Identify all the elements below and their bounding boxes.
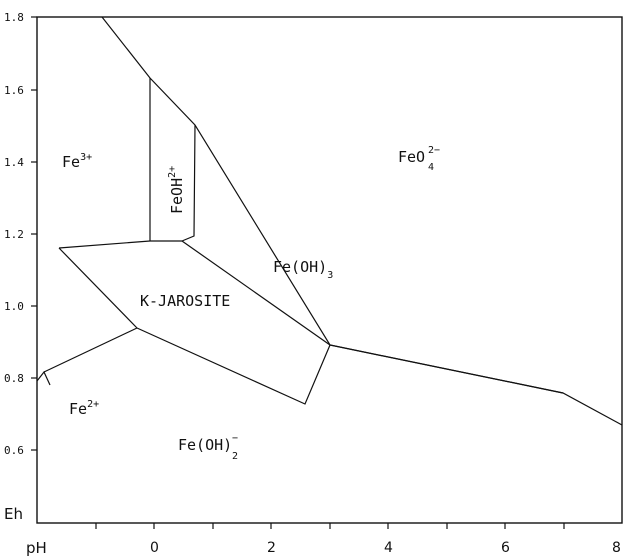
fe2-jarosite-boundary <box>43 327 138 373</box>
jarosite-feoh3-boundary <box>181 240 331 346</box>
x-axis-name: pH <box>26 539 47 557</box>
feo4-upper-boundary <box>101 16 623 426</box>
y-tick-label: 0.8 <box>4 372 24 385</box>
k-jarosite-label: K-JAROSITE <box>140 292 230 310</box>
x-tick-label: 0 <box>150 540 159 556</box>
fe2-label: Fe2+ <box>69 399 99 418</box>
x-axis-tick-labels: 0 2 4 6 8 <box>150 540 621 556</box>
feoh3-feoh2minus-boundary <box>329 344 564 394</box>
feoh2-minus-label: Fe(OH)− 2 <box>178 433 238 462</box>
x-tick-label: 4 <box>384 540 393 556</box>
phase-boundaries <box>36 16 623 426</box>
y-axis-tick-labels: 1.8 1.6 1.4 1.2 1.0 0.8 0.6 <box>4 11 24 457</box>
x-axis-ticks <box>95 523 565 529</box>
y-tick-label: 1.0 <box>4 300 24 313</box>
feo4-label: FeO 2− 4 <box>398 145 440 173</box>
y-axis-name: Eh <box>4 505 23 523</box>
jarosite-left-boundary <box>58 247 138 329</box>
fe3-label: Fe3+ <box>62 152 92 171</box>
y-tick-label: 0.6 <box>4 444 24 457</box>
y-tick-label: 1.4 <box>4 156 24 169</box>
x-tick-label: 2 <box>267 540 276 556</box>
fe2-small-boundary <box>36 370 51 386</box>
feoh3-label: Fe(OH)3 <box>273 258 333 281</box>
y-axis-ticks <box>31 16 37 451</box>
feoh2-feoh3-boundary <box>181 124 196 242</box>
feoh2-label: FeOH2+ <box>167 166 186 214</box>
y-tick-label: 1.6 <box>4 84 24 97</box>
y-tick-label: 1.8 <box>4 11 24 24</box>
jarosite-upper-boundary <box>58 240 182 249</box>
y-tick-label: 1.2 <box>4 228 24 241</box>
x-tick-label: 8 <box>612 540 621 556</box>
x-tick-label: 6 <box>501 540 510 556</box>
jarosite-lower-boundary <box>136 327 331 405</box>
